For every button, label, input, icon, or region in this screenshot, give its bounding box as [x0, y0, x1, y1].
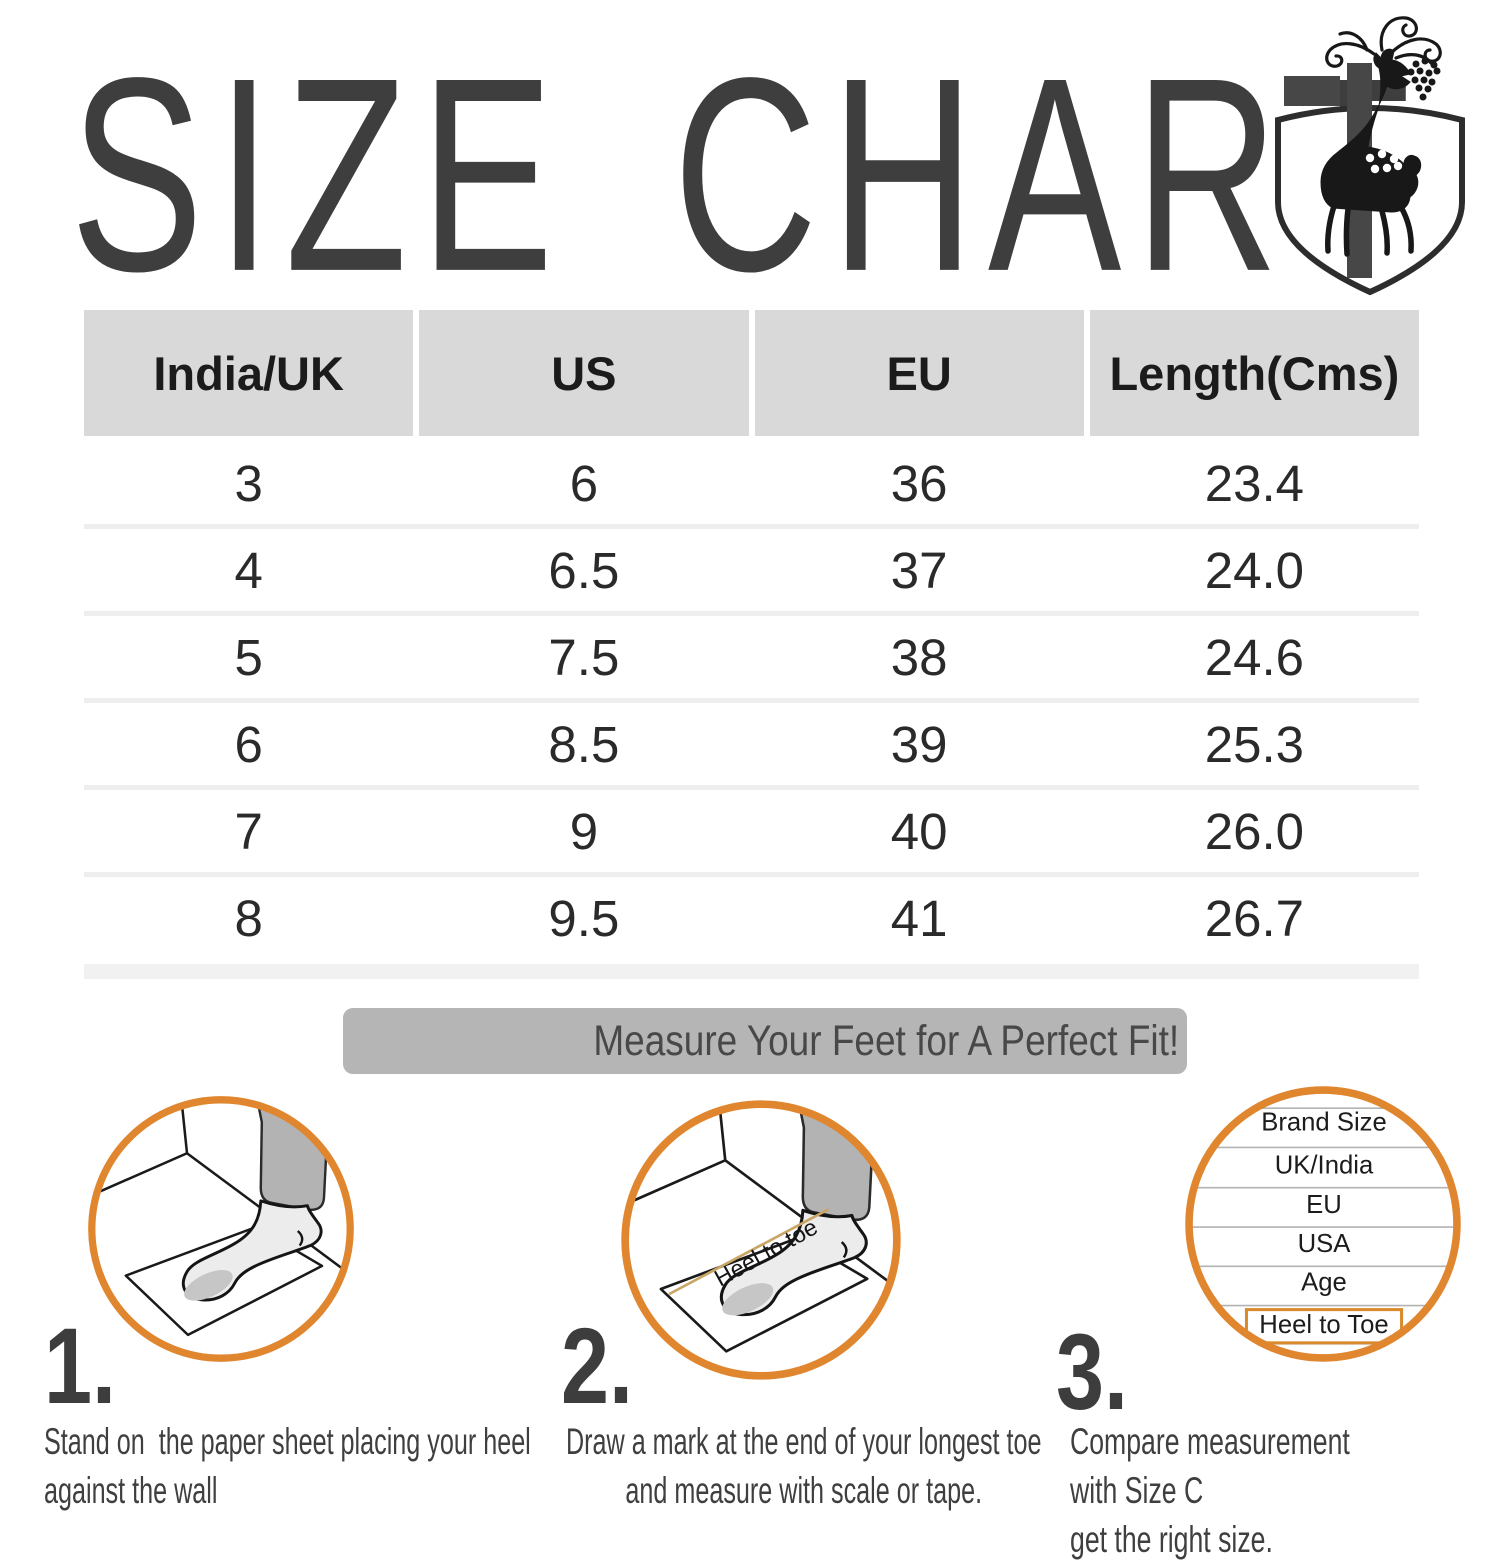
antlers-icon	[1325, 16, 1442, 68]
toe-shading	[184, 1270, 233, 1301]
table-cell: 26.0	[1204, 802, 1304, 860]
table-cell: 24.0	[1204, 541, 1304, 599]
table-cell: 3	[234, 454, 263, 512]
table-row: 8 9.5 41 26.7	[84, 877, 1419, 959]
list-item-usa: USA	[1298, 1230, 1352, 1258]
step-1-caption: Stand on the paper sheet placing your he…	[44, 1421, 531, 1511]
table-row: 4 6.5 37 24.0	[84, 529, 1419, 611]
table-cell: 38	[890, 628, 948, 686]
deer-shield-logo	[1275, 16, 1465, 296]
letter-t-bar	[1284, 76, 1340, 106]
grapes-icon	[1407, 57, 1441, 101]
measure-line	[668, 1208, 830, 1296]
step-1-number: 1.	[44, 1305, 117, 1426]
list-item-uk-india: UK/India	[1275, 1152, 1374, 1180]
foot-on-paper-heel-to-toe-icon: Heel to toe	[621, 1100, 901, 1380]
table-cell: 8	[234, 889, 263, 947]
step-2-caption: Draw a mark at the end of your longest t…	[566, 1421, 1042, 1511]
table-bottom-band	[84, 964, 1419, 979]
deer-silhouette-icon	[1320, 48, 1422, 213]
column-header-length: Length(Cms)	[1089, 310, 1419, 436]
table-cell: 6	[234, 715, 263, 773]
table-cell: 9	[569, 802, 599, 860]
table-cell: 7	[234, 802, 263, 860]
step-3-number: 3.	[1056, 1311, 1129, 1432]
list-item-eu: EU	[1306, 1191, 1342, 1219]
heel-mark	[840, 1241, 848, 1259]
table-cell: 25.3	[1204, 715, 1304, 773]
orange-ring	[88, 1096, 354, 1362]
table-row: 3 6 36 23.4	[84, 442, 1419, 524]
table-row: 6 8.5 39 25.3	[84, 703, 1419, 785]
heel-to-toe-highlight-box	[1244, 1308, 1404, 1345]
orange-ring	[1185, 1086, 1461, 1362]
foot-on-paper-against-wall-icon	[88, 1096, 354, 1362]
wall-corner-lines	[98, 1100, 189, 1194]
table-cell: 41	[890, 889, 948, 947]
table-cell: 39	[890, 715, 948, 773]
table-cell: 24.6	[1204, 628, 1304, 686]
step-3-caption: Compare measurement with Size C get the …	[1070, 1421, 1350, 1560]
table-row: 5 7.5 38 24.6	[84, 616, 1419, 698]
table-cell: 5	[234, 628, 263, 686]
size-chart-table: India/UK US EU Length(Cms) 3 6 36 23.4 4 6.5 3…	[84, 310, 1419, 979]
column-header-us: US	[419, 310, 749, 436]
measure-banner-text: Measure Your Feet for A Perfect Fit!	[593, 1016, 1179, 1065]
table-row: 7 9 40 26.0	[84, 790, 1419, 872]
deer-legs-icon	[1325, 203, 1414, 257]
table-cell: 8.5	[548, 715, 620, 773]
table-cell: 26.7	[1204, 889, 1304, 947]
table-cell: 37	[890, 541, 948, 599]
table-cell: 23.4	[1204, 454, 1304, 512]
page-title: SIZE CHART	[70, 21, 1424, 330]
table-header-row: India/UK US EU Length(Cms)	[84, 310, 1419, 436]
column-header-eu: EU	[754, 310, 1084, 436]
size-comparison-list-icon: Brand Size UK/India EU USA Age Heel to T…	[1185, 1086, 1461, 1362]
heel-mark	[296, 1230, 304, 1247]
orange-ring	[621, 1100, 901, 1380]
table-cell: 9.5	[548, 889, 620, 947]
table-cell: 6.5	[548, 541, 620, 599]
table-cell: 4	[234, 541, 263, 599]
list-item-heel-to-toe: Heel to Toe	[1259, 1311, 1388, 1339]
table-cell: 7.5	[548, 628, 620, 686]
list-item-age: Age	[1301, 1268, 1347, 1296]
column-header-india-uk: India/UK	[84, 310, 414, 436]
table-cell: 40	[890, 802, 948, 860]
measure-banner: Measure Your Feet for A Perfect Fit!	[343, 1008, 1187, 1074]
list-item-brand-size: Brand Size	[1261, 1108, 1387, 1136]
table-body: 3 6 36 23.4 4 6.5 37 24.0 5 7.5 38 24.6 6 8.5 39 25.3 7 9…	[84, 442, 1419, 959]
table-cell: 6	[569, 454, 599, 512]
table-cell: 36	[890, 454, 948, 512]
step-2-number: 2.	[561, 1305, 634, 1426]
toe-shading	[722, 1283, 774, 1316]
deer-spots-icon	[1365, 149, 1403, 174]
